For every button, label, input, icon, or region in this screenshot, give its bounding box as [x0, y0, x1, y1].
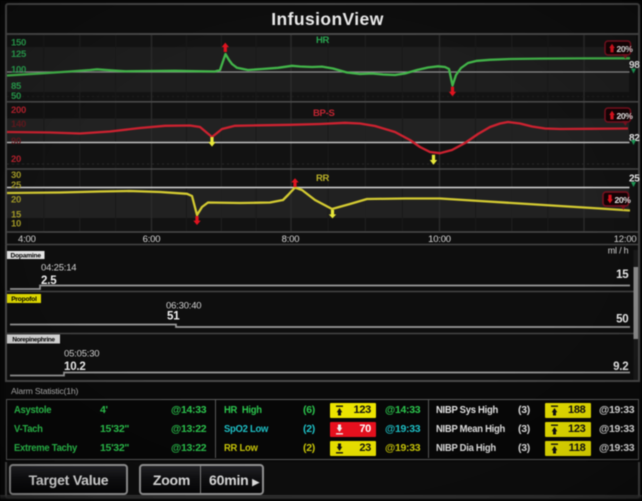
svg-text:51: 51 — [167, 311, 180, 323]
svg-text:04:25:14: 04:25:14 — [41, 263, 76, 274]
svg-text:98: 98 — [629, 60, 640, 71]
svg-text:100: 100 — [11, 65, 26, 76]
svg-text:200: 200 — [11, 105, 26, 116]
svg-text:20: 20 — [11, 154, 21, 165]
svg-text:Norepinephrine: Norepinephrine — [12, 336, 55, 343]
svg-text:9.2: 9.2 — [613, 361, 628, 373]
svg-text:50: 50 — [616, 314, 628, 326]
svg-text:BP-S: BP-S — [313, 108, 335, 119]
svg-text:HR: HR — [316, 35, 330, 46]
svg-text:Dopamine: Dopamine — [11, 253, 42, 260]
svg-text:05:05:30: 05:05:30 — [64, 349, 99, 360]
svg-text:6:00: 6:00 — [143, 234, 161, 245]
svg-text:85: 85 — [11, 81, 22, 92]
svg-text:8:00: 8:00 — [282, 234, 300, 245]
svg-text:RR: RR — [316, 173, 330, 184]
svg-text:25: 25 — [629, 174, 640, 185]
svg-text:4:00: 4:00 — [18, 234, 36, 245]
svg-text:20%: 20% — [615, 195, 632, 205]
svg-text:82: 82 — [629, 133, 640, 144]
svg-text:140: 140 — [11, 119, 26, 130]
svg-text:20%: 20% — [617, 111, 634, 121]
svg-text:2.5: 2.5 — [41, 275, 57, 287]
svg-text:150: 150 — [11, 38, 26, 49]
svg-text:10.2: 10.2 — [64, 361, 86, 373]
svg-text:20: 20 — [11, 195, 21, 206]
svg-text:15: 15 — [11, 210, 22, 221]
svg-text:20%: 20% — [617, 44, 634, 54]
svg-text:Propofol: Propofol — [11, 296, 37, 303]
svg-text:125: 125 — [11, 49, 27, 60]
svg-text:30: 30 — [11, 170, 21, 181]
svg-text:10:00: 10:00 — [428, 234, 451, 245]
svg-text:50: 50 — [11, 91, 21, 102]
svg-text:06:30:40: 06:30:40 — [166, 301, 201, 312]
svg-text:12:00: 12:00 — [614, 234, 637, 245]
svg-text:15: 15 — [616, 269, 629, 281]
svg-text:90: 90 — [11, 136, 21, 147]
svg-text:ml / h: ml / h — [608, 246, 629, 256]
svg-text:10: 10 — [11, 219, 21, 230]
svg-text:25: 25 — [11, 180, 22, 191]
